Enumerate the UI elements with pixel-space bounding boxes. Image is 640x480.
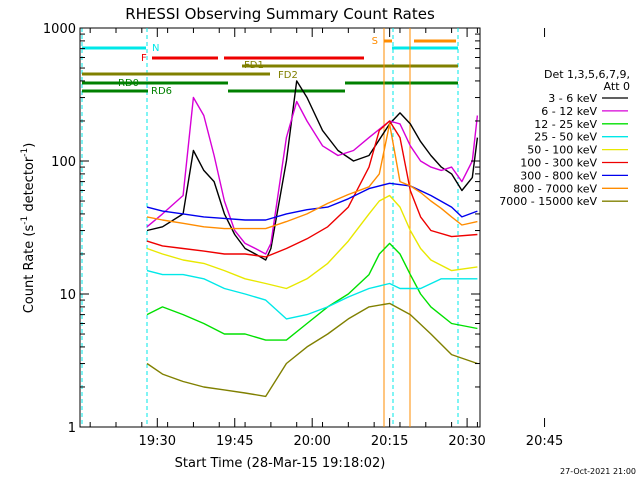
y-axis-label-part: Count Rate (s [22,225,37,314]
legend-label: 6 - 12 keV [541,105,597,118]
legend-label: 50 - 100 keV [527,144,597,157]
legend-label: 100 - 300 keV [520,157,597,170]
series-line [146,96,479,255]
legend-label: 25 - 50 keV [534,131,597,144]
legend-header: Att 0 [604,80,630,93]
series-line [146,242,478,341]
series-group [146,80,479,398]
series-line [146,194,478,290]
plot-frame [79,27,481,428]
y-axis-label-part: ) [22,143,37,148]
y-axis-label: Count Rate (s-1 detector-1) [20,143,37,314]
x-tick-label: 20:00 [293,434,330,449]
series-line [146,123,478,230]
x-tick-label: 20:30 [448,434,485,449]
legend-label: 12 - 25 keV [534,118,597,131]
y-axis-label-sup: -1 [20,216,30,225]
legend-label: 300 - 800 keV [520,169,597,182]
overlay-label: RD6 [151,86,172,97]
y-tick-label: 1 [68,421,76,436]
x-axis-label: Start Time (28-Mar-15 19:18:02) [175,456,386,471]
legend-label: 3 - 6 keV [548,92,597,105]
overlay-label: FD2 [278,70,298,81]
timestamp: 27-Oct-2021 21:00 [560,467,636,476]
overlay-label: S [372,36,378,47]
legend-label: 7000 - 15000 keV [499,195,597,208]
x-tick-label: 20:15 [371,434,408,449]
overlay-group: NF FD1 FD2 RD0 RD6 S [81,28,459,427]
series-line [146,182,478,221]
y-axis-label-part: detector [22,156,37,216]
legend-label: 800 - 7000 keV [513,182,597,195]
y-axis-label-sup: -1 [20,148,30,157]
x-tick-label: 19:45 [216,434,253,449]
x-tick-label: 19:30 [139,434,176,449]
series-line [146,80,479,261]
overlay-label: F [141,53,147,64]
overlay-label: N [152,43,159,54]
series-line [146,269,478,320]
y-tick-label: 10 [59,288,76,303]
chart-title: RHESSI Observing Summary Count Rates [125,5,435,23]
legend-header: Det 1,3,5,6,7,9, [544,68,630,81]
overlay-label: FD1 [244,60,264,71]
series-line [146,120,478,258]
y-tick-label: 1000 [43,22,76,37]
y-tick-label: 100 [51,155,76,170]
x-axis: 19:30 19:45 20:00 20:15 20:30 20:45 [89,28,563,449]
y-axis: 1 10 100 1000 [43,22,480,436]
x-tick-label: 20:45 [526,434,563,449]
series-line [146,302,478,398]
overlay-label: RD0 [118,78,139,89]
